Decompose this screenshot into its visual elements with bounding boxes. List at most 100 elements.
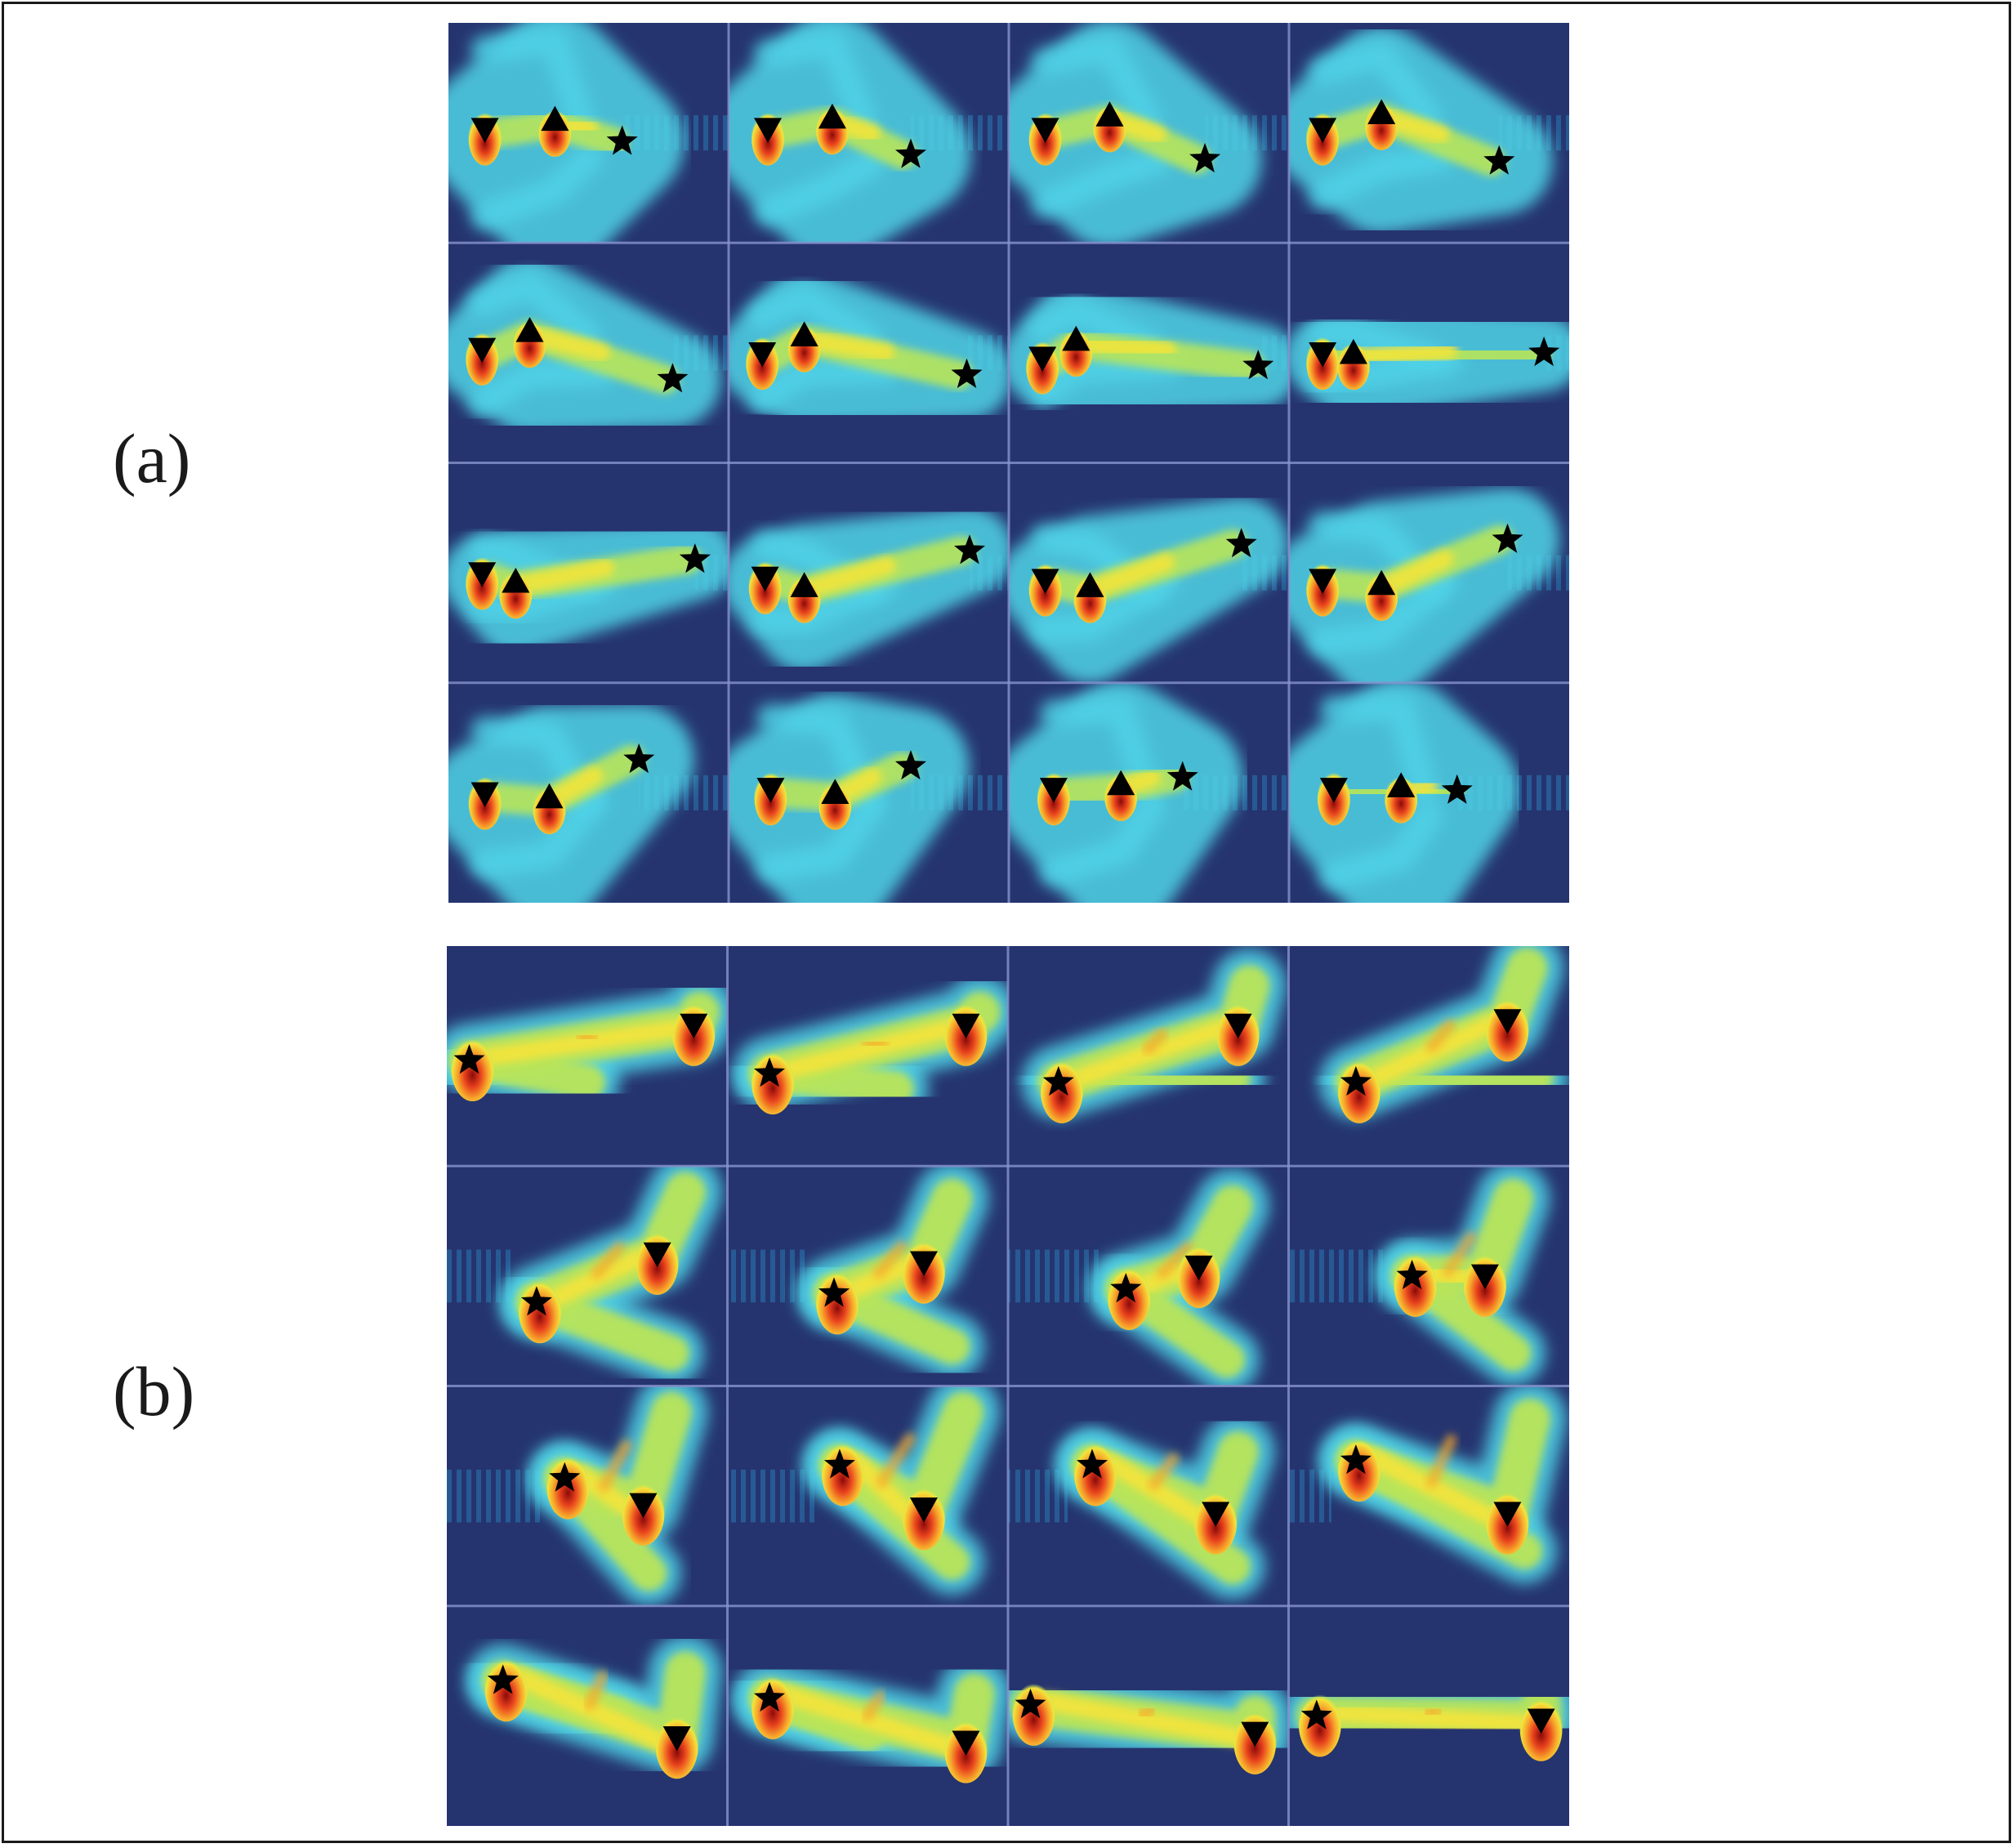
star-marker: [1441, 774, 1473, 804]
cell-b-1: [447, 975, 728, 1115]
intensity-region: [1319, 693, 1438, 805]
star-marker: [1300, 1699, 1332, 1730]
cell-b-15: [1008, 1667, 1289, 1774]
triangle-down-marker: [1493, 1502, 1522, 1528]
triangle-up-marker: [1107, 770, 1135, 796]
triangle-down-marker: [1309, 569, 1337, 594]
hot-spot: [1093, 103, 1126, 153]
intensity-region: [598, 1440, 632, 1493]
intensity-region: [748, 283, 884, 354]
panel-b-label: (b): [113, 1352, 195, 1431]
triangle-down-marker: [909, 1251, 938, 1277]
star-marker: [1110, 1273, 1142, 1303]
triangle-down-marker: [1202, 1502, 1230, 1528]
cell-a-7: [1009, 282, 1289, 420]
intensity-region: [756, 790, 887, 882]
triangle-down-marker: [1309, 118, 1337, 143]
star-marker: [894, 138, 926, 168]
intensity-region: [468, 358, 615, 417]
intensity-region: [471, 787, 609, 878]
hot-spot: [787, 574, 821, 623]
hot-spot: [818, 780, 852, 830]
intensity-region: [575, 1030, 599, 1044]
triangle-down-marker: [1028, 346, 1057, 373]
hot-spot: [513, 319, 546, 368]
cell-b-12: [1288, 1386, 1567, 1584]
triangle-down-marker: [1241, 1721, 1269, 1748]
star-marker: [1396, 1259, 1428, 1290]
star-marker: [1340, 1065, 1372, 1096]
star-marker: [623, 743, 655, 774]
cell-a-3: [1009, 23, 1289, 243]
star-marker: [1225, 528, 1257, 558]
panel-a-label: (a): [113, 419, 191, 498]
star-marker: [818, 1277, 850, 1307]
triangle-down-marker: [680, 1013, 708, 1039]
cell-a-6: [729, 269, 1009, 427]
triangle-down-marker: [643, 1242, 671, 1268]
cell-a-8: [1289, 303, 1569, 422]
triangle-down-marker: [1031, 569, 1059, 594]
star-marker: [453, 1044, 485, 1074]
cell-a-4: [1289, 26, 1569, 234]
triangle-down-marker: [1493, 1009, 1522, 1034]
triangle-down-marker: [662, 1726, 691, 1752]
hot-spot: [499, 569, 533, 619]
triangle-down-marker: [1031, 118, 1059, 143]
star-marker: [1015, 1688, 1046, 1719]
hot-spot: [815, 105, 849, 155]
intensity-region: [1031, 34, 1162, 134]
cell-b-3: [1021, 949, 1287, 1123]
star-marker: [951, 358, 983, 388]
star-marker: [1042, 1065, 1074, 1096]
intensity-region: [1425, 1019, 1456, 1053]
panel-a-heatmap-grid: [448, 23, 1569, 903]
triangle-down-marker: [952, 1730, 980, 1756]
intensity-region: [876, 1433, 916, 1489]
cell-b-16: [1288, 1667, 1569, 1761]
hot-spot: [1365, 100, 1398, 150]
hot-spot: [1365, 571, 1398, 621]
intensity-region: [1039, 792, 1166, 886]
intensity-region: [1319, 801, 1443, 891]
panel-a-svg: [448, 23, 1569, 903]
hot-spot: [533, 785, 566, 835]
hot-spot: [1073, 574, 1107, 623]
star-marker: [754, 1057, 785, 1087]
intensity-region: [1425, 1434, 1457, 1489]
triangle-up-marker: [1095, 101, 1124, 127]
hot-spot: [787, 323, 821, 373]
cell-b-14: [733, 1657, 1008, 1783]
triangle-down-marker: [1224, 1013, 1252, 1039]
cell-a-9: [448, 519, 729, 656]
cell-b-4: [1318, 946, 1568, 1123]
intensity-region: [748, 355, 900, 413]
intensity-region: [1156, 1241, 1193, 1279]
star-marker: [606, 125, 638, 155]
cell-b-7: [1008, 1168, 1269, 1386]
triangle-down-marker: [471, 782, 499, 808]
star-marker: [894, 750, 926, 780]
star-marker: [754, 1681, 785, 1712]
triangle-down-marker: [756, 778, 785, 803]
star-marker: [823, 1448, 855, 1479]
star-marker: [679, 543, 711, 574]
triangle-up-marker: [515, 316, 544, 342]
cell-a-1: [448, 23, 729, 243]
star-marker: [1189, 142, 1221, 173]
hot-spot: [1336, 341, 1370, 391]
triangle-down-marker: [1039, 778, 1068, 803]
star-marker: [1077, 1448, 1108, 1479]
triangle-down-marker: [1319, 778, 1348, 803]
triangle-up-marker: [541, 105, 569, 132]
triangle-down-marker: [909, 1498, 938, 1523]
intensity-region: [862, 1690, 886, 1721]
hot-spot: [1385, 774, 1418, 824]
star-marker: [1483, 145, 1515, 175]
triangle-up-marker: [1367, 569, 1396, 596]
triangle-up-marker: [790, 321, 818, 346]
intensity-region: [1309, 567, 1459, 657]
intensity-region: [754, 28, 878, 136]
intensity-region: [1031, 146, 1171, 218]
